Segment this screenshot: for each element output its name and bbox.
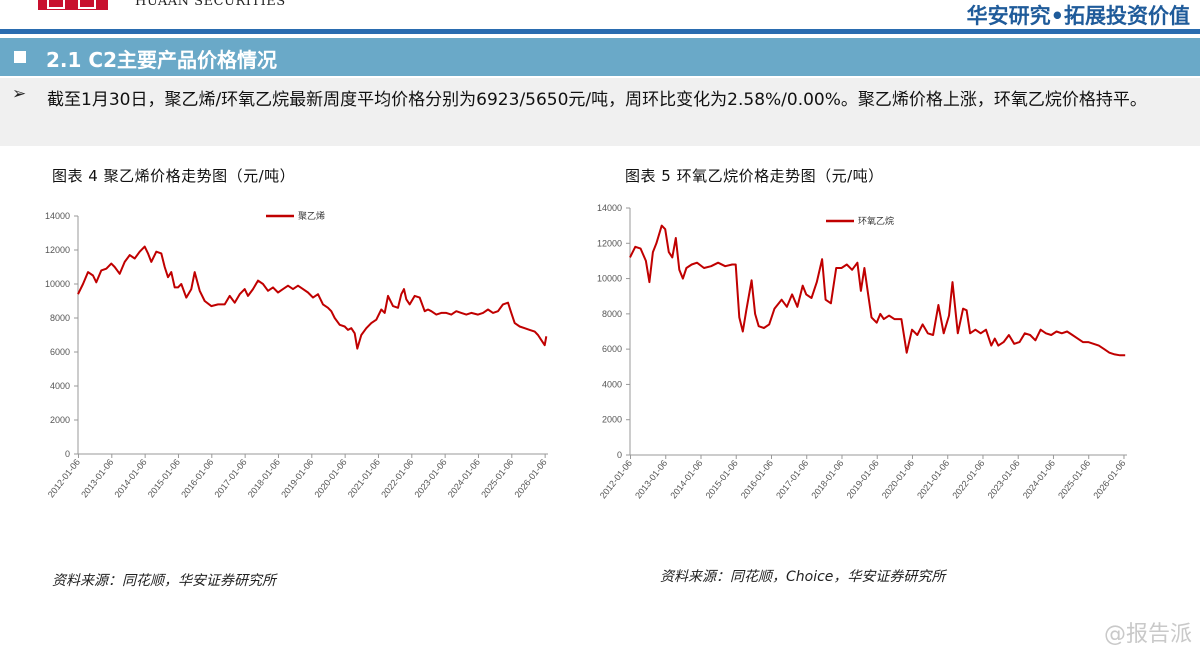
arrow-bullet-icon: ➢ [12,84,27,104]
header-slogan: 华安研究•拓展投资价值 [966,4,1190,28]
y-tick-label: 6000 [50,347,70,357]
company-logo [38,0,108,10]
figure-5-title: 图表 5 环氧乙烷价格走势图（元/吨） [625,167,884,185]
x-tick-label: 2018-01-06 [809,458,845,500]
y-tick-label: 14000 [45,211,70,221]
x-tick-label: 2013-01-06 [633,458,669,500]
y-tick-label: 14000 [597,203,622,213]
x-tick-label: 2012-01-06 [598,458,634,500]
x-tick-label: 2020-01-06 [880,458,916,500]
y-tick-label: 10000 [45,279,70,289]
section-title-bar: 2.1 C2主要产品价格情况 [0,38,1200,76]
x-tick-label: 2022-01-06 [950,458,986,500]
y-tick-label: 12000 [45,245,70,255]
y-tick-label: 10000 [597,274,622,284]
y-tick-label: 0 [65,449,70,459]
x-tick-label: 2025-01-06 [479,457,515,499]
series-line-环氧乙烷 [629,224,1126,357]
x-tick-label: 2020-01-06 [312,457,348,499]
series-line-聚乙烯 [77,245,548,350]
y-tick-label: 6000 [602,344,622,354]
figure-5-source: 资料来源：同花顺，Choice，华安证券研究所 [660,569,946,585]
x-tick-label: 2016-01-06 [739,458,775,500]
legend-label: 环氧乙烷 [858,215,894,226]
y-tick-label: 2000 [602,415,622,425]
x-tick-label: 2024-01-06 [446,457,482,499]
x-tick-label: 2016-01-06 [179,457,215,499]
figure-4-source: 资料来源：同花顺，华安证券研究所 [52,573,276,589]
y-tick-label: 2000 [50,415,70,425]
x-tick-label: 2022-01-06 [379,457,415,499]
logo-square-icon [47,0,65,9]
x-tick-label: 2014-01-06 [112,457,148,499]
header-divider [0,29,1200,34]
summary-text: 截至1月30日，聚乙烯/环氧乙烷最新周度平均价格分别为6923/5650元/吨，… [47,90,1147,110]
x-tick-label: 2019-01-06 [845,458,881,500]
x-tick-label: 2025-01-06 [1056,458,1092,500]
y-tick-label: 12000 [597,238,622,248]
x-tick-label: 2017-01-06 [212,457,248,499]
x-tick-label: 2017-01-06 [774,458,810,500]
x-tick-label: 2024-01-06 [1021,458,1057,500]
polyethylene-price-chart: 0 2000 4000 6000 8000 10000 12000 14000 2012-01-… [45,210,549,500]
x-tick-label: 2019-01-06 [279,457,315,499]
legend-label: 聚乙烯 [298,210,325,221]
x-tick-label: 2015-01-06 [146,457,182,499]
y-tick-label: 8000 [50,313,70,323]
x-tick-label: 2021-01-06 [346,457,382,499]
x-tick-label: 2013-01-06 [79,457,115,499]
x-tick-label: 2023-01-06 [986,458,1022,500]
company-name-en: HUAAN SECURITIES [135,0,286,9]
x-tick-label: 2012-01-06 [46,457,82,499]
x-tick-label: 2018-01-06 [246,457,282,499]
figure-4-title: 图表 4 聚乙烯价格走势图（元/吨） [52,167,296,185]
logo-square-icon [78,0,96,9]
ethylene-oxide-price-chart: 0 2000 4000 6000 8000 10000 12000 14000 2012-01-… [597,203,1128,501]
summary-box: ➢ 截至1月30日，聚乙烯/环氧乙烷最新周度平均价格分别为6923/5650元/… [0,78,1200,146]
x-tick-label: 2014-01-06 [668,458,704,500]
y-tick-label: 4000 [50,381,70,391]
x-tick-label: 2015-01-06 [704,458,740,500]
watermark: @报告派 [1103,622,1192,647]
x-tick-label: 2026-01-06 [512,457,548,499]
x-tick-label: 2021-01-06 [915,458,951,500]
y-tick-label: 4000 [602,379,622,389]
x-tick-label: 2023-01-06 [412,457,448,499]
x-tick-label: 2026-01-06 [1091,458,1127,500]
section-title: 2.1 C2主要产品价格情况 [46,48,277,72]
y-tick-label: 8000 [602,309,622,319]
y-tick-label: 0 [617,450,622,460]
section-square-icon [14,51,26,63]
